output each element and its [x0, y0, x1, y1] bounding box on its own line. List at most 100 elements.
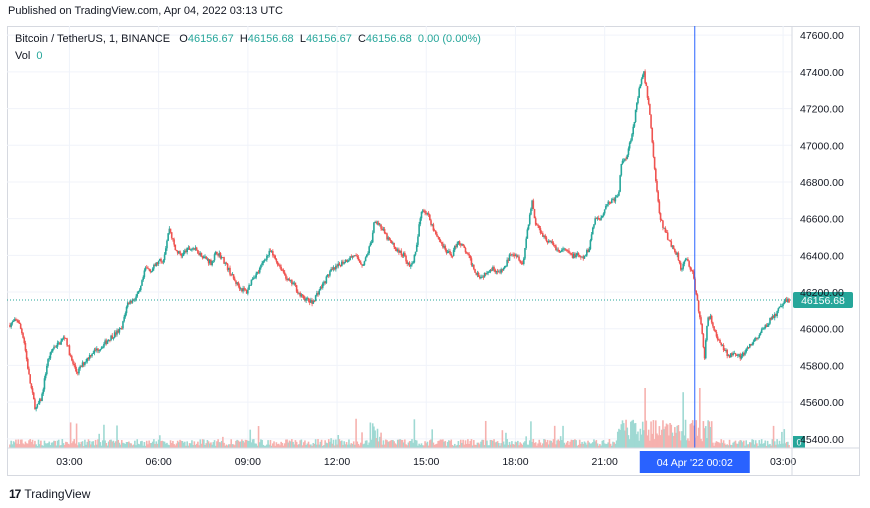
volume-bar [445, 445, 448, 448]
volume-bar [320, 439, 323, 448]
candle-body [338, 263, 341, 265]
candle-body [683, 261, 686, 264]
candle-body [343, 262, 345, 264]
candle-body [493, 267, 495, 270]
candle-body [576, 253, 579, 256]
candle-body [167, 233, 169, 241]
candle-body [615, 196, 618, 198]
candle-body [536, 224, 538, 226]
volume-bar [696, 435, 699, 448]
candle-body [65, 338, 67, 339]
candle-body [147, 267, 149, 269]
candle-body [288, 279, 291, 281]
candle-body [63, 337, 66, 339]
candle-body [166, 240, 168, 249]
candle-body [24, 342, 27, 351]
volume-bar [637, 431, 639, 448]
volume-bar [568, 444, 570, 448]
candle-body [489, 269, 492, 272]
volume-bar [434, 444, 437, 448]
candle-body [161, 261, 164, 263]
volume-bar [154, 443, 156, 448]
candle-body [499, 271, 501, 273]
volume-bar [721, 442, 724, 448]
price-chart[interactable]: 46156.68 0 04 Apr '22 00:02 47600.00 47400.… [7, 26, 860, 476]
candle-body [468, 253, 470, 256]
candle-body [775, 313, 777, 317]
volume-bar [138, 444, 141, 448]
candle-body [107, 339, 110, 341]
volume-bar [35, 444, 37, 448]
candle-body [369, 243, 372, 247]
candle-body [699, 311, 701, 318]
candle-body [418, 224, 420, 237]
volume-bar [737, 443, 739, 448]
volume-bar [219, 442, 222, 448]
volume-bar [230, 439, 233, 448]
candle-body [79, 366, 81, 369]
candle-body [258, 267, 261, 273]
volume-bar [377, 441, 380, 448]
candle-body [184, 250, 186, 253]
tradingview-brand[interactable]: TradingView [24, 487, 91, 501]
candle-body [375, 221, 378, 224]
volume-bar [643, 430, 645, 448]
candle-body [101, 347, 104, 349]
volume-bar [323, 445, 325, 448]
candle-body [145, 267, 148, 269]
candle-body [426, 212, 429, 214]
candle-body [575, 255, 577, 258]
volume-bar [306, 443, 309, 448]
volume-bar [135, 445, 137, 448]
volume-bar [342, 444, 344, 448]
candle-body [286, 278, 288, 281]
volume-bar [206, 440, 209, 448]
vol-label[interactable]: Vol [15, 50, 31, 62]
candle-body [386, 233, 388, 240]
volume-bar [313, 443, 316, 448]
candle-body [75, 368, 78, 373]
volume-bar [574, 439, 576, 448]
candle-body [475, 272, 478, 275]
candle-body [352, 255, 355, 257]
volume-bar [40, 440, 42, 448]
candle-body [141, 280, 143, 286]
volume-bar [772, 425, 775, 448]
volume-bar [283, 443, 286, 448]
volume-bar [470, 439, 473, 448]
candle-body [78, 368, 80, 374]
candle-body [597, 218, 600, 220]
candle-body [134, 299, 136, 301]
volume-bar [431, 429, 434, 448]
candle-body [262, 261, 265, 263]
volume-bar [75, 423, 78, 448]
volume-bar [239, 441, 242, 448]
volume-bar [373, 426, 375, 448]
candle-body [344, 259, 347, 263]
candle-body [29, 374, 31, 384]
volume-bar [257, 426, 260, 448]
volume-bar [385, 439, 387, 448]
volume-bar [155, 441, 158, 448]
volume-bar [217, 439, 219, 448]
volume-bar [187, 445, 190, 448]
volume-bar [285, 439, 287, 448]
volume-bar [518, 445, 520, 448]
volume-bar [732, 442, 734, 448]
volume-bar [400, 439, 403, 448]
volume-bar [76, 445, 79, 448]
candle-body [153, 264, 155, 269]
volume-bar [112, 440, 115, 448]
candle-body [459, 244, 462, 246]
candle-body [35, 407, 37, 410]
symbol-name[interactable]: Bitcoin / TetherUS, 1, BINANCE [15, 33, 171, 45]
candle-body [738, 354, 740, 356]
candle-body [564, 248, 567, 250]
volume-bar [191, 440, 193, 448]
volume-bar [195, 443, 198, 448]
volume-bar [446, 441, 449, 448]
candle-body [232, 274, 235, 279]
volume-bar [343, 441, 345, 448]
candle-body [16, 319, 18, 321]
candle-body [103, 343, 105, 348]
